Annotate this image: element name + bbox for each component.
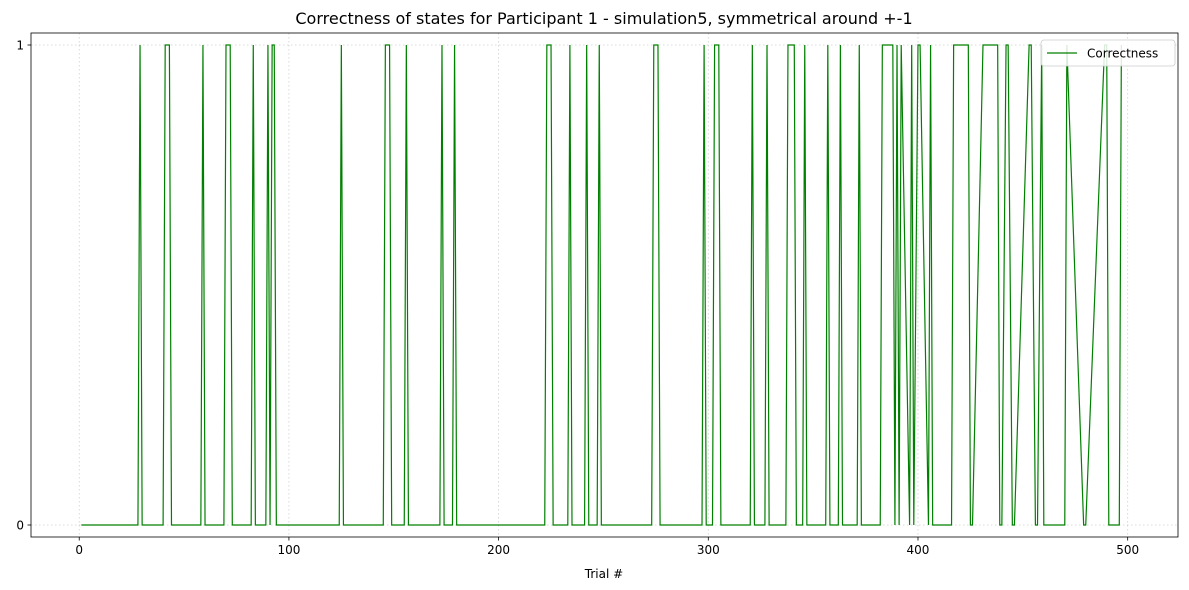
y-axis-ticks: 01 bbox=[16, 39, 31, 533]
series-line-correctness bbox=[81, 44, 1122, 526]
legend-box bbox=[1040, 39, 1176, 67]
x-tick-label: 400 bbox=[907, 543, 930, 557]
y-tick-label: 1 bbox=[16, 39, 24, 53]
series-layer bbox=[81, 44, 1122, 526]
x-tick-label: 100 bbox=[277, 543, 300, 557]
x-axis-label: Trial # bbox=[584, 567, 623, 581]
x-axis-ticks: 0 100 200 300 400 500 bbox=[75, 537, 1139, 557]
legend-label: Correctness bbox=[1087, 47, 1158, 61]
x-tick-label: 300 bbox=[697, 543, 720, 557]
y-tick-label: 0 bbox=[16, 519, 24, 533]
chart-title: Correctness of states for Participant 1 … bbox=[295, 9, 912, 28]
x-tick-label: 200 bbox=[487, 543, 510, 557]
plot-area-frame bbox=[30, 32, 1179, 538]
x-tick-label: 500 bbox=[1116, 543, 1139, 557]
x-tick-label: 0 bbox=[75, 543, 83, 557]
legend: Correctness bbox=[1040, 39, 1176, 67]
